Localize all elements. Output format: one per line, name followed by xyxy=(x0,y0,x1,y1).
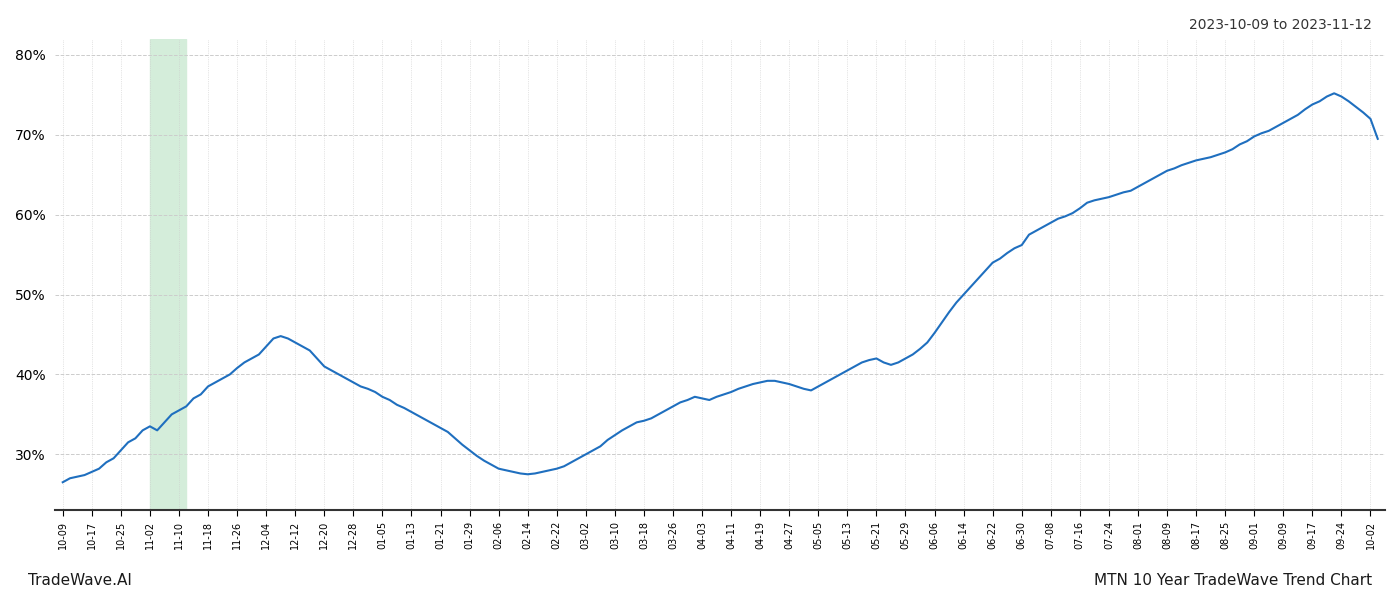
Text: 2023-10-09 to 2023-11-12: 2023-10-09 to 2023-11-12 xyxy=(1189,18,1372,32)
Bar xyxy=(150,39,186,510)
Text: TradeWave.AI: TradeWave.AI xyxy=(28,573,132,588)
Text: MTN 10 Year TradeWave Trend Chart: MTN 10 Year TradeWave Trend Chart xyxy=(1093,573,1372,588)
